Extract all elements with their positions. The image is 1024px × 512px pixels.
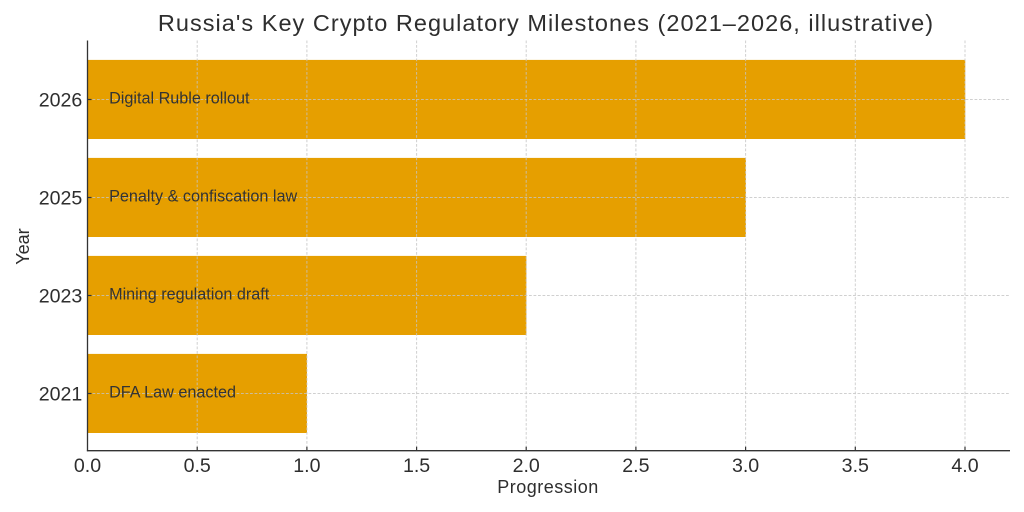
svg-text:1.0: 1.0 [293,455,320,477]
svg-text:1.5: 1.5 [403,455,430,477]
svg-text:Russia's Key Crypto Regulatory: Russia's Key Crypto Regulatory Milestone… [158,10,934,36]
svg-text:Progression: Progression [497,477,599,497]
svg-text:Digital Ruble rollout: Digital Ruble rollout [109,89,250,107]
svg-text:0.0: 0.0 [74,455,101,477]
svg-text:2.0: 2.0 [513,455,540,477]
svg-text:3.5: 3.5 [842,455,869,477]
svg-text:Mining regulation draft: Mining regulation draft [109,285,270,303]
svg-text:2021: 2021 [39,383,83,405]
svg-text:2.5: 2.5 [622,455,649,477]
svg-text:2026: 2026 [39,89,83,111]
svg-text:0.5: 0.5 [184,455,211,477]
svg-text:Year: Year [13,228,33,264]
svg-text:2023: 2023 [39,285,83,307]
svg-text:2025: 2025 [39,187,83,209]
svg-text:4.0: 4.0 [951,455,978,477]
svg-text:DFA Law enacted: DFA Law enacted [109,383,236,401]
svg-text:Penalty & confiscation law: Penalty & confiscation law [109,187,297,205]
svg-text:3.0: 3.0 [732,455,759,477]
